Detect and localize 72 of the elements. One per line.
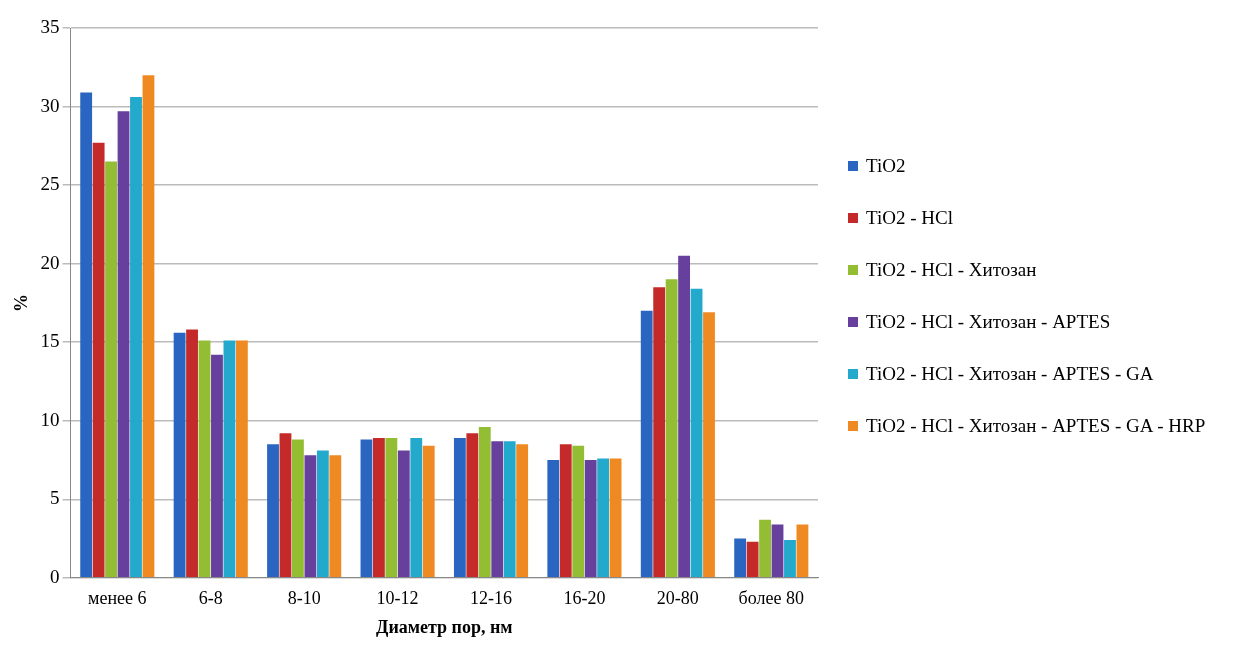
bar xyxy=(211,354,223,578)
bar xyxy=(223,340,236,578)
bar xyxy=(186,329,198,578)
bar xyxy=(304,455,317,578)
x-tick-label: 10-12 xyxy=(376,588,419,609)
bar xyxy=(360,439,373,578)
bar xyxy=(690,288,703,578)
x-tick-label: 8-10 xyxy=(287,588,321,609)
bar xyxy=(329,455,342,578)
bar xyxy=(584,459,597,578)
y-tick-label: 35 xyxy=(40,15,60,37)
y-tick-label: 20 xyxy=(40,251,60,273)
y-tick-label: 5 xyxy=(50,487,60,509)
y-tick-label: 0 xyxy=(50,565,60,587)
bar xyxy=(292,439,304,578)
y-axis-title: % xyxy=(11,293,32,312)
bar xyxy=(609,458,622,578)
bar xyxy=(173,332,186,578)
bar xyxy=(385,437,398,578)
bar xyxy=(653,287,666,578)
x-axis-title: Диаметр пор, нм xyxy=(376,616,513,637)
x-tick-label: менее 6 xyxy=(88,588,147,609)
bar xyxy=(410,437,423,578)
y-tick-label: 25 xyxy=(40,173,60,195)
bar xyxy=(771,524,784,578)
bar xyxy=(80,92,93,578)
bar xyxy=(279,433,292,578)
bar xyxy=(142,75,155,578)
bar xyxy=(547,459,560,578)
bar xyxy=(503,441,516,578)
bar xyxy=(235,340,248,578)
bar xyxy=(734,538,747,578)
bar xyxy=(559,444,572,578)
x-tick-label: более 80 xyxy=(738,588,804,609)
bar xyxy=(491,441,504,578)
bar xyxy=(478,427,491,578)
bar xyxy=(516,444,529,578)
bar xyxy=(105,161,117,578)
y-tick-label: 15 xyxy=(40,330,60,352)
bar xyxy=(665,279,678,578)
legend-label: TiO2 - HCl - Хитозан - APTES - GA - HRP xyxy=(866,414,1206,437)
bar xyxy=(130,97,142,578)
legend-label: TiO2 xyxy=(866,154,906,177)
y-tick-label: 30 xyxy=(40,94,60,116)
bar xyxy=(198,340,211,578)
bar xyxy=(397,450,410,578)
bar xyxy=(746,541,759,578)
bar xyxy=(316,450,329,578)
bar xyxy=(466,433,479,578)
x-tick-label: 6-8 xyxy=(198,588,223,609)
legend-label: TiO2 - HCl - Хитозан - APTES - GA xyxy=(866,362,1154,385)
bar xyxy=(92,142,105,578)
bar xyxy=(372,437,385,578)
bar xyxy=(784,540,796,578)
x-tick-label: 16-20 xyxy=(563,588,606,609)
x-tick-label: 20-80 xyxy=(656,588,699,609)
bar xyxy=(422,445,435,578)
legend-label: TiO2 - HCl - Хитозан xyxy=(866,258,1037,281)
legend-label: TiO2 - HCl - Хитозан - APTES xyxy=(866,310,1111,333)
bar xyxy=(453,437,466,578)
bar xyxy=(640,310,653,578)
legend-label: TiO2 - HCl xyxy=(866,206,953,229)
bar xyxy=(759,519,771,578)
bar xyxy=(678,255,691,578)
x-tick-label: 12-16 xyxy=(470,588,513,609)
bar xyxy=(267,444,279,578)
bar xyxy=(597,458,610,578)
bar xyxy=(572,445,585,578)
bar xyxy=(703,312,715,578)
bar xyxy=(117,111,130,578)
bar xyxy=(796,524,809,578)
y-tick-label: 10 xyxy=(40,408,60,430)
